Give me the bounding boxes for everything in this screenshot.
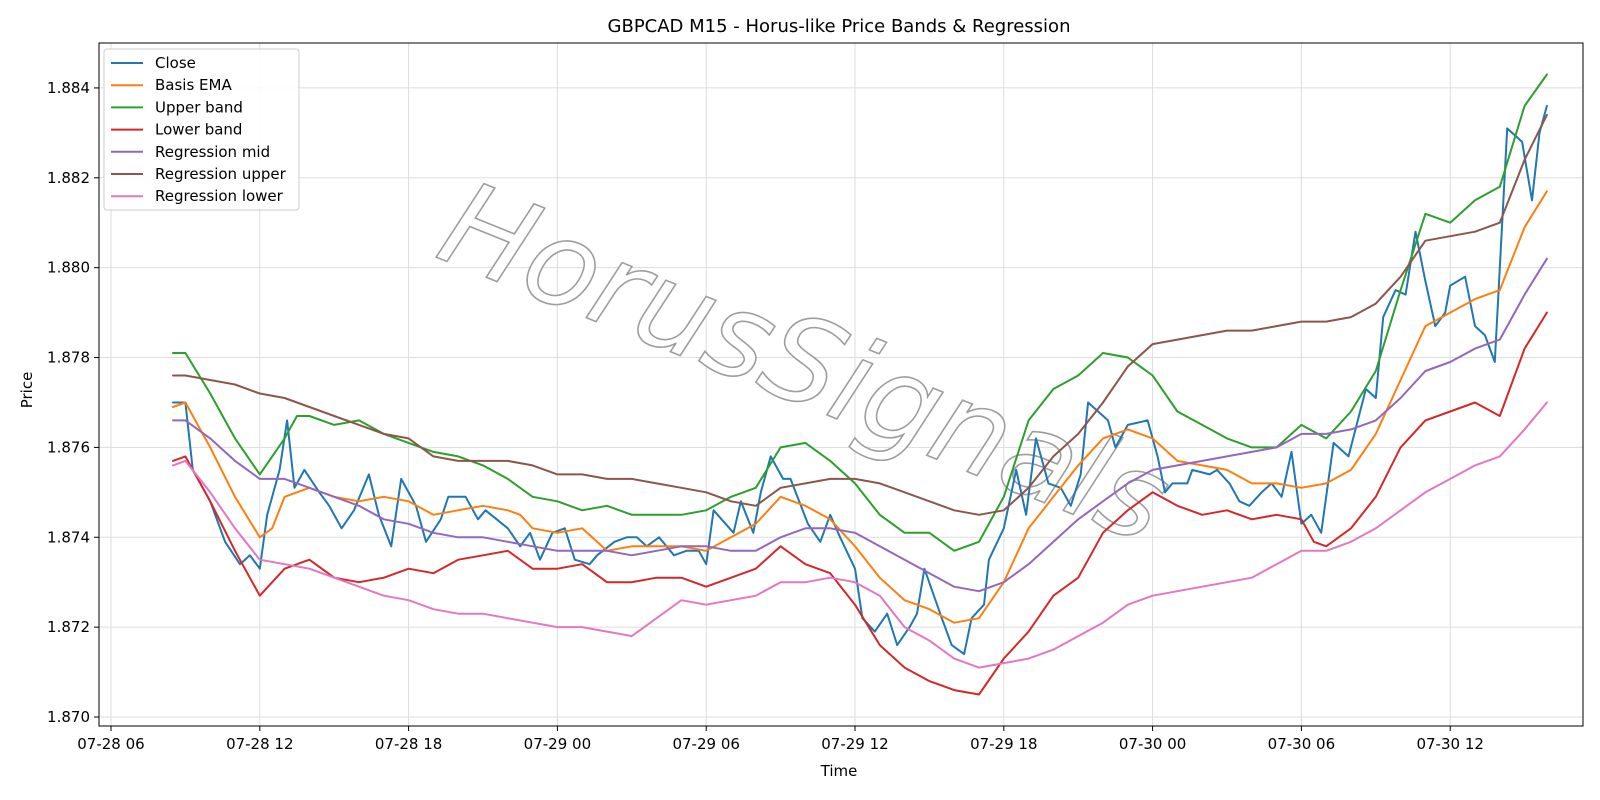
y-tick-label: 1.882 [47,169,90,187]
y-axis-label: Price [18,372,36,409]
y-tick-label: 1.870 [47,708,90,726]
x-tick-label: 07-28 12 [226,735,293,753]
legend-entry-label: Close [155,54,196,72]
x-tick-label: 07-28 18 [375,735,442,753]
chart-title: GBPCAD M15 - Horus-like Price Bands & Re… [608,16,1071,37]
x-tick-label: 07-30 06 [1268,735,1335,753]
series-line-regression-upper [172,113,1548,516]
series-line-lower-band [172,311,1548,696]
x-tick-label: 07-29 00 [524,735,591,753]
legend-box [103,48,300,211]
x-tick-label: 07-29 18 [970,735,1037,753]
series-line-basis-ema [172,190,1548,624]
x-tick-label: 07-28 06 [77,735,144,753]
y-tick-label: 1.884 [47,79,90,97]
y-tick-label: 1.874 [47,528,90,546]
y-tick-label: 1.876 [47,438,90,456]
legend-entry-label: Lower band [155,121,242,139]
series-line-regression-mid [172,257,1548,593]
x-tick-label: 07-30 12 [1416,735,1483,753]
legend-entry-label: Regression mid [155,143,270,161]
legend-entry-label: Regression upper [155,165,287,183]
x-tick-label: 07-30 00 [1119,735,1186,753]
legend-entry-label: Upper band [155,98,243,116]
x-tick-label: 07-29 12 [821,735,888,753]
y-tick-label: 1.878 [47,349,90,367]
y-tick-label: 1.880 [47,259,90,277]
axis-ticks: 1.870 1.872 1.874 1.876 1.878 1.880 1.882 1.884… [47,79,1484,753]
legend-entry-label: Basis EMA [155,76,232,94]
legend-entry-label: Regression lower [155,187,284,205]
x-axis-label: Time [820,762,858,780]
series-line-close [172,104,1548,656]
series-lines [172,73,1548,696]
legend: Close Basis EMA Upper band Lower band Regres… [103,48,300,211]
series-line-regression-lower [172,401,1548,669]
series-line-upper-band [172,73,1548,552]
x-tick-label: 07-29 06 [672,735,739,753]
y-tick-label: 1.872 [47,618,90,636]
plot-frame [98,42,1584,727]
